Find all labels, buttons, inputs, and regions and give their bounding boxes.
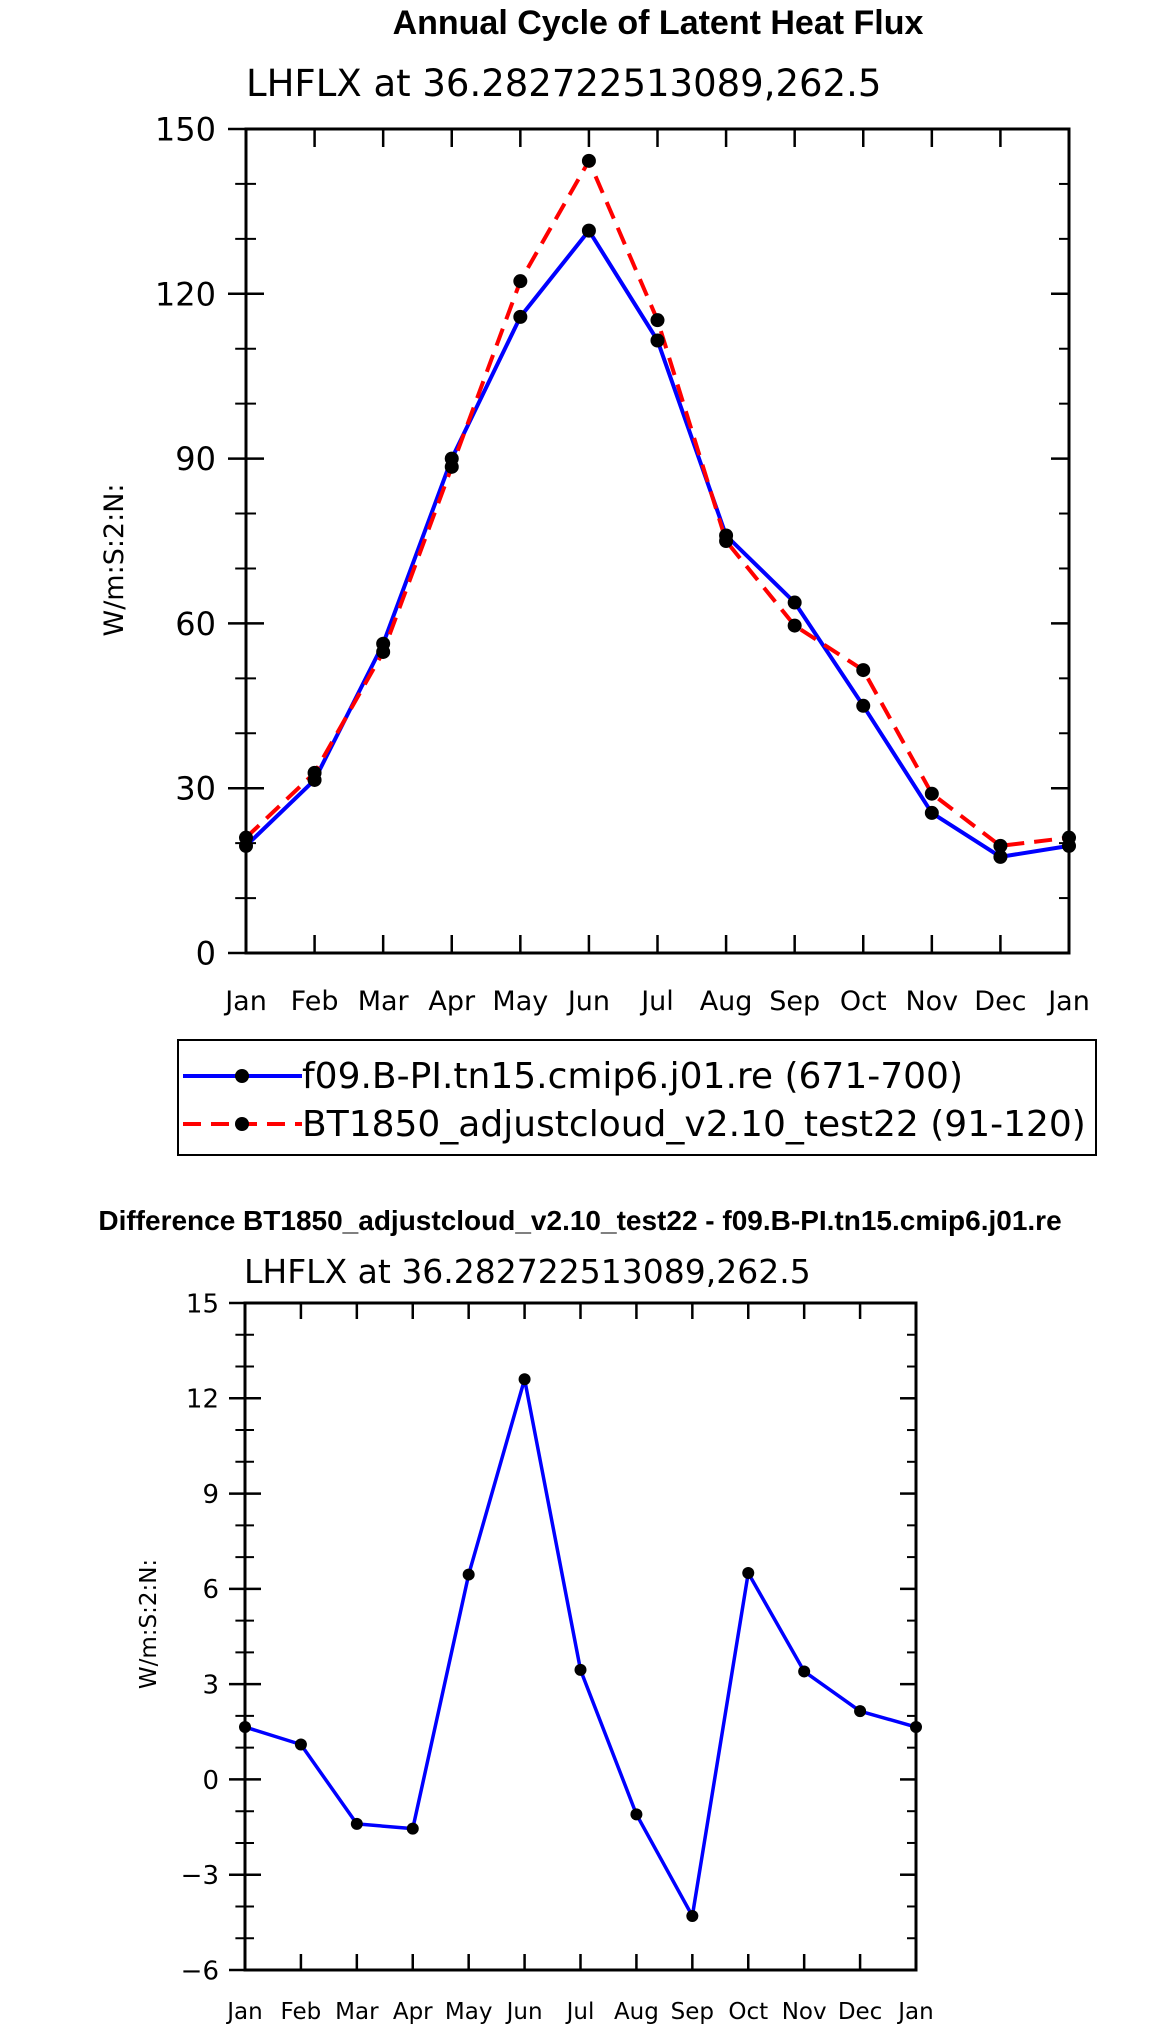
legend-box: [177, 1039, 1097, 1156]
legend-entry-2: BT1850_adjustcloud_v2.10_test22 (91-120): [183, 1104, 1086, 1145]
top-series-2-point: [239, 830, 253, 845]
chart-bottom-title: Difference BT1850_adjustcloud_v2.10_test…: [98, 1205, 1061, 1236]
top-ytick-label: 30: [175, 770, 216, 808]
top-xtick-label: Jul: [639, 986, 674, 1017]
chart-bottom-subtitle: LHFLX at 36.282722513089,262.5: [244, 1252, 811, 1291]
top-xtick-label: Jun: [566, 986, 610, 1017]
bottom-series-1-point: [350, 1817, 363, 1830]
chart-bottom-frame: [243, 1301, 918, 1972]
bottom-series-1-point: [910, 1721, 922, 1734]
chart-top-subtitle: LHFLX at 36.282722513089,262.5: [246, 62, 881, 105]
bottom-xtick-label: Apr: [393, 1999, 433, 2025]
bottom-series-1-point: [239, 1721, 251, 1734]
top-xtick-label: Mar: [358, 986, 410, 1017]
bottom-series-1-point: [406, 1822, 419, 1835]
bottom-series-1-point: [574, 1663, 587, 1676]
top-series-1-point: [513, 309, 528, 324]
bottom-xtick-label: Jan: [225, 1999, 262, 2025]
bottom-ytick-label: 0: [202, 1766, 219, 1796]
top-series-2-point: [376, 644, 391, 659]
bottom-xtick-label: Aug: [614, 1999, 659, 2025]
top-xtick-label: Jan: [223, 986, 267, 1017]
top-series-2-line: [244, 158, 1070, 848]
bottom-series-1-point: [854, 1705, 867, 1718]
bottom-ytick-label: −3: [181, 1861, 219, 1891]
bottom-ytick-label: −6: [181, 1956, 219, 1986]
top-ytick-label: 150: [155, 111, 216, 149]
bottom-xtick-label: Dec: [838, 1999, 883, 2025]
bottom-xtick-label: Nov: [782, 1999, 827, 2025]
top-series-1-point: [650, 333, 665, 348]
bottom-ytick-label: 9: [202, 1480, 219, 1510]
top-series-1-point: [993, 849, 1008, 864]
bottom-xtick-label: Feb: [281, 1999, 322, 2025]
top-series-2-point: [924, 786, 939, 801]
top-ytick-label: 120: [155, 275, 216, 313]
bottom-xtick-label: Oct: [728, 1999, 768, 2025]
bottom-ytick-label: 6: [202, 1575, 219, 1605]
bottom-xtick-label: May: [445, 1999, 493, 2025]
legend-label-2: BT1850_adjustcloud_v2.10_test22 (91-120): [302, 1104, 1086, 1145]
legend: f09.B-PI.tn15.cmip6.j01.re (671-700) BT1…: [177, 1039, 1097, 1156]
top-xtick-label: Nov: [905, 986, 958, 1017]
bottom-series-1-point: [798, 1665, 811, 1678]
top-series-1-point: [856, 698, 871, 713]
top-series-2-point: [513, 274, 528, 289]
chart-top-ylabel: W/m:S:2:N:: [99, 484, 130, 637]
bottom-ytick-label: 15: [186, 1289, 219, 1319]
chart-bottom-ylabel: W/m:S:2:N:: [136, 1559, 162, 1689]
bottom-xtick-label: Mar: [335, 1999, 379, 2025]
bottom-xtick-label: Jul: [565, 1999, 595, 2025]
bottom-ytick-label: 12: [186, 1385, 219, 1415]
top-ytick-label: 60: [175, 605, 216, 643]
bottom-series-1-point: [686, 1910, 699, 1923]
top-xtick-label: May: [492, 986, 548, 1017]
top-xtick-label: Oct: [840, 986, 887, 1017]
top-ytick-label: 90: [175, 440, 216, 478]
legend-marker-1: [235, 1069, 249, 1083]
top-xtick-label: Sep: [769, 986, 820, 1017]
bottom-xtick-label: Sep: [671, 1999, 714, 2025]
top-series-2-point: [856, 663, 871, 678]
top-series-1-point: [924, 805, 939, 820]
top-series-2-point: [444, 459, 459, 474]
bottom-xtick-label: Jun: [505, 1999, 543, 2025]
bottom-series-1-point: [294, 1738, 307, 1751]
top-series-2-point: [993, 838, 1008, 853]
chart-bottom: Difference BT1850_adjustcloud_v2.10_test…: [98, 1205, 1061, 2025]
top-series-2-point: [581, 153, 596, 168]
bottom-ytick-label: 3: [202, 1671, 219, 1701]
top-series-2-point: [307, 765, 322, 780]
top-xtick-label: Apr: [428, 986, 476, 1017]
top-series-2-point: [650, 313, 665, 328]
bottom-series-1-point: [462, 1568, 475, 1581]
top-series-2-point: [787, 618, 802, 633]
top-series-1-point: [787, 595, 802, 610]
bottom-series-1-point: [518, 1373, 531, 1386]
bottom-xtick-label: Jan: [896, 1999, 933, 2025]
top-xtick-label: Dec: [974, 986, 1026, 1017]
top-series-1-point: [581, 223, 596, 238]
chart-top-title: Annual Cycle of Latent Heat Flux: [393, 4, 924, 42]
legend-label-1: f09.B-PI.tn15.cmip6.j01.re (671-700): [302, 1056, 963, 1097]
legend-entry-1: f09.B-PI.tn15.cmip6.j01.re (671-700): [183, 1056, 963, 1097]
top-series-2-point: [1062, 830, 1076, 845]
top-xtick-label: Jan: [1046, 986, 1090, 1017]
top-series-2-point: [719, 534, 734, 548]
legend-marker-2: [235, 1117, 249, 1131]
top-ytick-label: 0: [196, 935, 216, 973]
top-xtick-label: Aug: [700, 986, 753, 1017]
chart-top: Annual Cycle of Latent Heat Flux LHFLX a…: [99, 4, 1090, 1017]
bottom-series-1-line: [244, 1377, 917, 1918]
bottom-series-1-point: [742, 1566, 755, 1579]
bottom-series-1-point: [630, 1808, 643, 1821]
chart-top-frame: [244, 127, 1071, 955]
top-xtick-label: Feb: [291, 986, 339, 1017]
